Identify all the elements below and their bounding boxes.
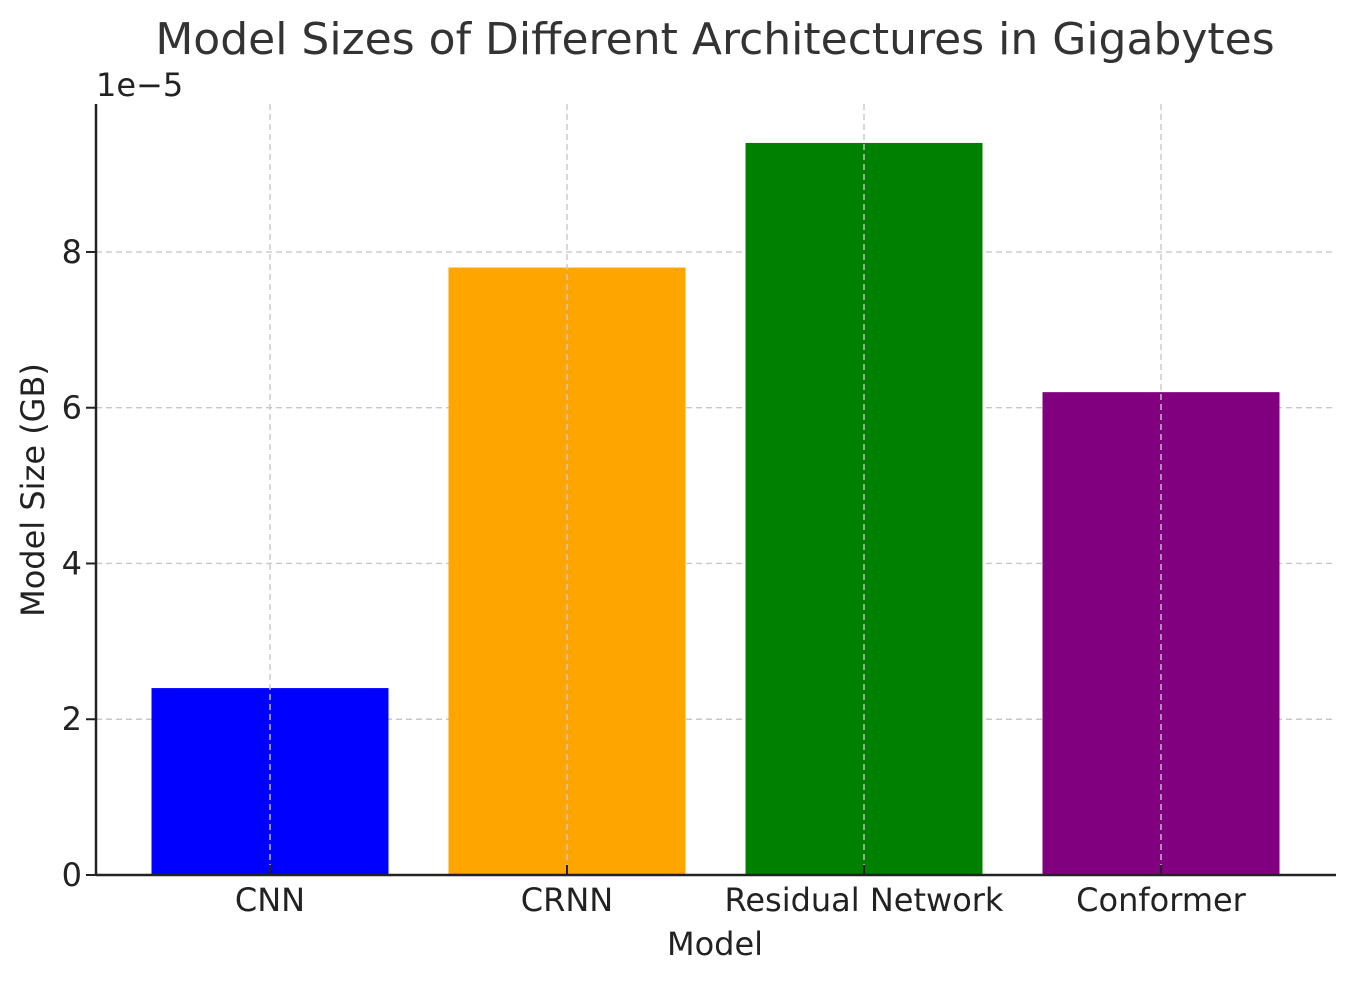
y-tick-label: 2 (62, 700, 82, 738)
axes (86, 104, 1336, 877)
x-axis-label: Model (667, 925, 763, 963)
y-tick-label: 4 (62, 544, 82, 582)
y-tick-label: 0 (62, 856, 82, 894)
y-axis-offset-label: 1e−5 (96, 66, 183, 104)
y-axis-label: Model Size (GB) (14, 363, 52, 617)
x-tick-label: CRNN (521, 881, 613, 919)
x-tick-label: Residual Network (725, 881, 1004, 919)
tick-labels: 0 2 4 6 8 CNN CRNN Residual Network Conformer (62, 233, 1247, 919)
y-tick-label: 8 (62, 233, 82, 271)
x-tick-label: CNN (235, 881, 305, 919)
chart-title: Model Sizes of Different Architectures i… (155, 14, 1274, 65)
y-tick-label: 6 (62, 389, 82, 427)
x-tick-label: Conformer (1076, 881, 1247, 919)
